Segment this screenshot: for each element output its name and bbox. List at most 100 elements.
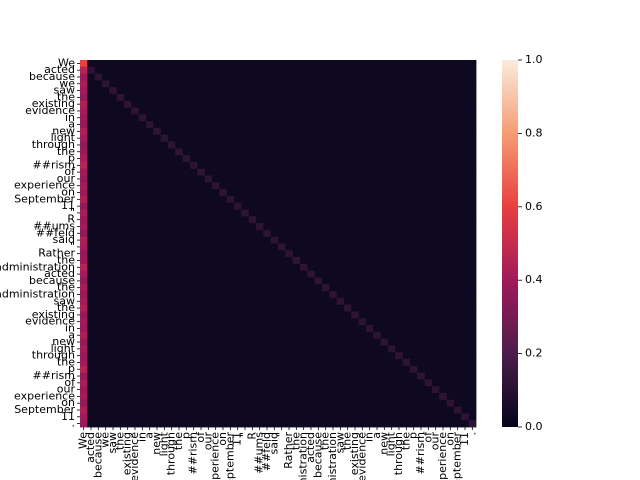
- cell: [468, 236, 477, 244]
- cell: [322, 413, 330, 421]
- cell: [204, 223, 213, 231]
- cell: [109, 87, 118, 95]
- y-tick-label: saw: [54, 294, 75, 307]
- cell: [461, 386, 470, 394]
- cell: [395, 291, 404, 299]
- cell: [424, 229, 433, 238]
- cell: [446, 93, 455, 102]
- cell: [461, 141, 470, 149]
- cell: [432, 263, 440, 272]
- cell: [366, 223, 374, 231]
- cell: [94, 121, 103, 129]
- cell: [138, 168, 147, 176]
- cell: [256, 100, 264, 108]
- cell: [256, 80, 264, 88]
- cell: [197, 87, 206, 95]
- cell: [175, 182, 184, 190]
- cell: [219, 304, 228, 312]
- cell: [329, 93, 338, 102]
- cell: [402, 87, 411, 95]
- cell: [241, 399, 250, 408]
- cell: [234, 297, 242, 306]
- cell: [116, 338, 125, 346]
- cell: [226, 66, 235, 74]
- cell: [351, 229, 360, 238]
- cell: [182, 134, 191, 142]
- cell: [256, 243, 264, 251]
- cell: [248, 365, 257, 374]
- cell: [468, 291, 477, 299]
- cell: [285, 93, 294, 102]
- cell: [131, 263, 140, 272]
- cell: [461, 66, 470, 74]
- cell: [168, 331, 176, 340]
- cell: [314, 393, 323, 401]
- cell: [182, 107, 191, 115]
- cell: [307, 311, 316, 319]
- cell: [80, 304, 88, 312]
- cell: [336, 127, 345, 136]
- cell: [410, 80, 418, 88]
- cell: [263, 318, 272, 326]
- cell: [102, 297, 110, 306]
- cell: [212, 202, 220, 210]
- cell: [278, 127, 286, 136]
- cell: [160, 189, 169, 197]
- cell: [168, 148, 176, 156]
- cell: [300, 243, 308, 251]
- cell: [116, 352, 125, 360]
- cell: [439, 325, 448, 333]
- cell: [248, 229, 257, 238]
- y-tick-label: .: [72, 417, 76, 430]
- cell: [468, 318, 477, 326]
- cell: [373, 311, 382, 319]
- cell: [446, 73, 455, 81]
- cell: [388, 359, 396, 367]
- cell: [146, 148, 154, 156]
- cell: [131, 175, 140, 183]
- cell: [256, 209, 264, 217]
- cell: [344, 80, 352, 88]
- cell: [241, 148, 250, 156]
- cell: [124, 263, 132, 272]
- cell: [395, 297, 404, 306]
- cell: [410, 284, 418, 292]
- cell: [336, 331, 345, 340]
- cell: [417, 223, 426, 231]
- cell: [131, 379, 140, 387]
- y-tick-label: the: [57, 281, 75, 294]
- cell: [138, 148, 147, 156]
- cell: [146, 189, 154, 197]
- cell: [234, 114, 242, 122]
- cell: [410, 175, 418, 183]
- cell: [168, 284, 176, 292]
- cell: [160, 338, 169, 346]
- cell: [417, 284, 426, 292]
- cell: [182, 257, 191, 265]
- cell: [300, 372, 308, 380]
- cell: [204, 352, 213, 360]
- cell: [160, 304, 169, 312]
- cell: [366, 365, 374, 374]
- cell: [124, 379, 132, 387]
- cell: [146, 80, 154, 88]
- cell: [410, 311, 418, 319]
- cell: [109, 386, 118, 394]
- cell: [454, 121, 462, 129]
- cell: [446, 100, 455, 108]
- cell: [402, 318, 411, 326]
- cell: [212, 66, 220, 74]
- cell: [402, 155, 411, 163]
- cell: [168, 413, 176, 421]
- cell: [439, 406, 448, 414]
- cell: [109, 209, 118, 217]
- cell: [219, 127, 228, 136]
- x-tick-label: the: [113, 432, 126, 450]
- cell: [241, 236, 250, 244]
- cell: [322, 331, 330, 340]
- cell: [102, 121, 110, 129]
- cell: [373, 345, 382, 353]
- cell: [461, 420, 470, 428]
- cell: [373, 413, 382, 421]
- cell: [160, 325, 169, 333]
